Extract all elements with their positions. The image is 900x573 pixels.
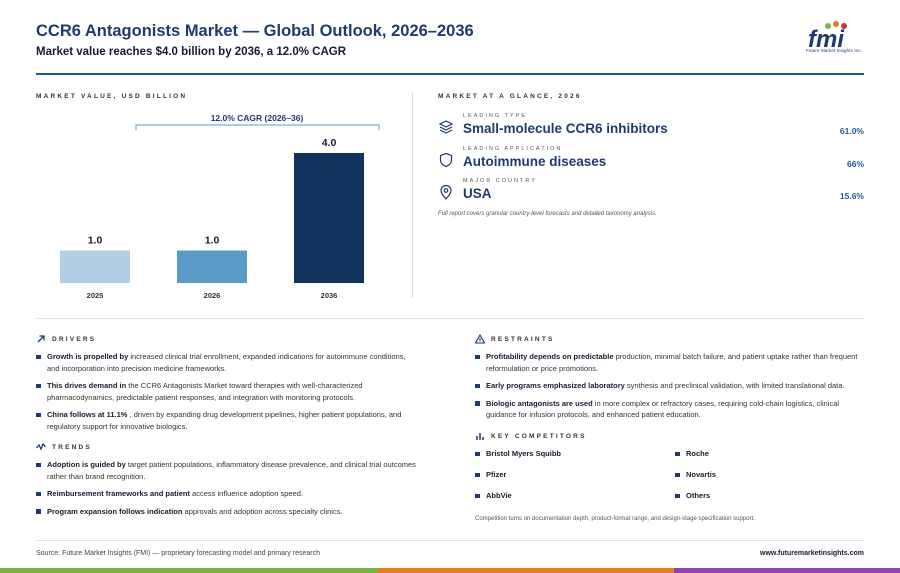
color-segment: [674, 568, 900, 573]
list-item: Reimbursement frameworks and patient acc…: [36, 488, 418, 500]
glance-tag: LEADING TYPE: [463, 113, 527, 119]
list-item: Growth is propelled by increased clinica…: [36, 351, 418, 374]
list-item: Program expansion follows indication app…: [36, 506, 418, 518]
competitors-heading: KEY COMPETITORS: [475, 431, 587, 441]
trends-list: Adoption is guided by target patient pop…: [36, 459, 418, 523]
glance-name: Small-molecule CCR6 inhibitors: [463, 121, 668, 136]
list-item: Adoption is guided by target patient pop…: [36, 459, 418, 482]
brand-color-bar: [0, 568, 900, 573]
section-divider: [36, 318, 864, 319]
competitors-label: KEY COMPETITORS: [491, 432, 587, 440]
competitor-name: Bristol Myers Squibb: [475, 449, 561, 458]
bar-2036: [294, 153, 364, 283]
competitor-name: Roche: [675, 449, 709, 458]
footer-url-link[interactable]: www.futuremarketinsights.com: [760, 550, 864, 557]
list-item: Early programs emphasized laboratory syn…: [475, 380, 865, 392]
market-value-chart: 12.0% CAGR (2026–36) 1.0 2025 1.0 2026 4.0 20…: [60, 113, 380, 300]
warning-icon: [475, 334, 485, 344]
glance-item-type: LEADING TYPE Small-molecule CCR6 inhibit…: [438, 113, 864, 137]
bar-2026: [177, 250, 247, 283]
location-pin-icon: [440, 184, 452, 200]
x-tick-label: 2036: [321, 291, 338, 300]
trends-heading: TRENDS: [36, 442, 92, 452]
page-title: CCR6 Antagonists Market — Global Outlook…: [36, 22, 474, 40]
color-segment: [0, 568, 378, 573]
restraints-label: RESTRAINTS: [491, 335, 555, 343]
glance-value: 66%: [846, 159, 864, 169]
drivers-list: Growth is propelled by increased clinica…: [36, 351, 418, 438]
logo-wordmark: fmi: [808, 26, 845, 53]
drivers-label: DRIVERS: [52, 335, 97, 343]
restraints-heading: RESTRAINTS: [475, 334, 555, 344]
layers-icon: [438, 120, 454, 134]
glance-note: Full report covers granular country-leve…: [438, 211, 657, 217]
chart-section-label: MARKET VALUE, USD BILLION: [36, 93, 188, 100]
glance-value: 61.0%: [839, 126, 864, 136]
x-tick-label: 2026: [204, 291, 221, 300]
header-rule: [36, 73, 864, 75]
footer-source: Source: Future Market Insights (FMI) — p…: [36, 550, 320, 557]
footer-divider: [36, 540, 864, 541]
competitor-name: Novartis: [675, 470, 716, 479]
list-item: China follows at 11.1% , driven by expan…: [36, 409, 418, 432]
competitor-name: Others: [675, 491, 710, 500]
cagr-label: 12.0% CAGR (2026–36): [211, 113, 304, 123]
glance-section-label: MARKET AT A GLANCE, 2026: [438, 93, 582, 100]
glance-item-country: MAJOR COUNTRY USA 15.6%: [438, 178, 864, 202]
glance-value: 15.6%: [839, 191, 864, 201]
glance-name: USA: [463, 186, 492, 201]
shield-icon: [439, 152, 453, 168]
drivers-heading: DRIVERS: [36, 334, 96, 344]
glance-item-application: LEADING APPLICATION Autoimmune diseases …: [438, 146, 864, 170]
color-segment: [378, 568, 674, 573]
cagr-bracket: 12.0% CAGR (2026–36): [135, 113, 380, 130]
glance-name: Autoimmune diseases: [463, 154, 607, 169]
column-divider: [412, 92, 413, 298]
arrow-up-right-icon: [37, 335, 45, 343]
logo-subtext: Future Market Insights Inc.: [806, 48, 862, 53]
trend-line-icon: [36, 442, 46, 451]
list-item: Biologic antagonists are used in more co…: [475, 398, 865, 421]
fmi-logo[interactable]: fmi: [804, 20, 864, 56]
bar-chart-icon: [476, 433, 484, 440]
bar-value-label: 1.0: [205, 235, 220, 247]
bar-value-label: 4.0: [322, 137, 337, 149]
page-subtitle: Market value reaches $4.0 billion by 203…: [36, 46, 347, 58]
competitor-name: AbbVie: [475, 491, 512, 500]
glance-tag: LEADING APPLICATION: [463, 146, 563, 152]
glance-tag: MAJOR COUNTRY: [463, 178, 537, 184]
competitor-name: Pfizer: [475, 470, 506, 479]
competitors-note: Competition turns on documentation depth…: [475, 516, 755, 522]
list-item: This drives demand in the CCR6 Antagonis…: [36, 380, 418, 403]
bar-2025: [60, 250, 130, 283]
list-item: Profitability depends on predictable pro…: [475, 351, 865, 374]
restraints-list: Profitability depends on predictable pro…: [475, 351, 865, 427]
trends-label: TRENDS: [52, 443, 92, 451]
bar-value-label: 1.0: [88, 235, 103, 247]
x-tick-label: 2025: [87, 291, 104, 300]
